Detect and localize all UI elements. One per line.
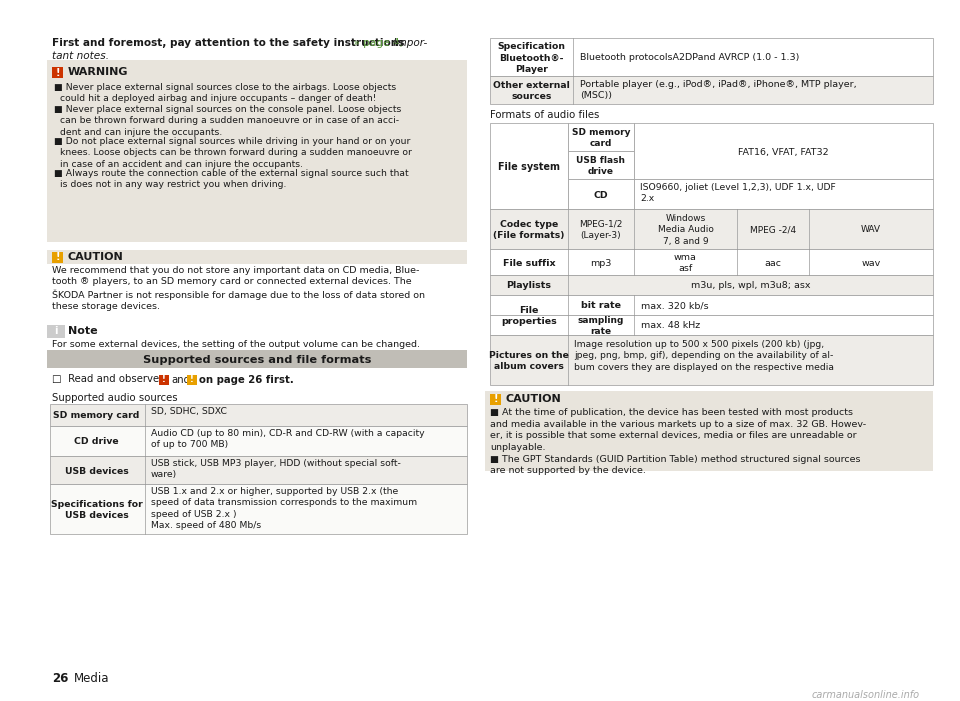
Bar bbox=[47, 325, 65, 338]
Bar bbox=[568, 179, 634, 209]
Text: Codec type
(File formats): Codec type (File formats) bbox=[493, 220, 564, 240]
Text: Media: Media bbox=[74, 672, 109, 685]
Text: wma
asf: wma asf bbox=[674, 253, 697, 273]
Text: First and foremost, pay attention to the safety instructions: First and foremost, pay attention to the… bbox=[52, 38, 404, 48]
Text: For some external devices, the setting of the output volume can be changed.: For some external devices, the setting o… bbox=[52, 340, 420, 349]
Text: CD: CD bbox=[593, 191, 609, 200]
Text: mp3: mp3 bbox=[590, 259, 612, 268]
Text: Playlists: Playlists bbox=[507, 282, 551, 290]
Text: Image resolution up to 500 x 500 pixels (200 kb) (jpg,
jpeg, png, bmp, gif), dep: Image resolution up to 500 x 500 pixels … bbox=[574, 340, 834, 372]
Bar bbox=[490, 275, 933, 295]
Bar bbox=[50, 456, 467, 484]
Text: !: ! bbox=[493, 395, 497, 404]
Bar bbox=[50, 404, 467, 426]
Text: max. 320 kb/s: max. 320 kb/s bbox=[641, 301, 708, 311]
Text: m3u, pls, wpl, m3u8; asx: m3u, pls, wpl, m3u8; asx bbox=[691, 282, 810, 290]
Bar bbox=[490, 76, 933, 104]
Text: sampling
rate: sampling rate bbox=[578, 316, 624, 336]
Text: » page 4,: » page 4, bbox=[350, 38, 403, 48]
Text: Bluetooth protocolsA2DPand AVRCP (1.0 - 1.3): Bluetooth protocolsA2DPand AVRCP (1.0 - … bbox=[580, 53, 800, 62]
Bar bbox=[490, 295, 933, 315]
Bar bbox=[490, 335, 933, 385]
Text: Specification
Bluetooth®-
Player: Specification Bluetooth®- Player bbox=[497, 42, 565, 74]
Text: Formats of audio files: Formats of audio files bbox=[490, 110, 599, 120]
Text: FAT16, VFAT, FAT32: FAT16, VFAT, FAT32 bbox=[738, 147, 828, 156]
Bar bbox=[50, 426, 467, 456]
Text: CD drive: CD drive bbox=[74, 437, 119, 447]
Bar bbox=[568, 123, 634, 151]
Bar bbox=[50, 484, 467, 534]
Text: ■ Never place external signal sources on the console panel. Loose objects
  can : ■ Never place external signal sources on… bbox=[54, 105, 401, 137]
Text: !: ! bbox=[162, 376, 166, 385]
Bar bbox=[490, 249, 933, 275]
Text: □  Read and observe: □ Read and observe bbox=[52, 374, 159, 384]
Text: File suffix: File suffix bbox=[503, 259, 555, 268]
Text: USB 1.x and 2.x or higher, supported by USB 2.x (the
speed of data transmission : USB 1.x and 2.x or higher, supported by … bbox=[151, 487, 418, 531]
Text: WAV: WAV bbox=[861, 226, 881, 235]
Text: WARNING: WARNING bbox=[68, 67, 129, 77]
Text: Supported audio sources: Supported audio sources bbox=[52, 393, 178, 403]
Text: ISO9660, joliet (Level 1,2,3), UDF 1.x, UDF
2.x: ISO9660, joliet (Level 1,2,3), UDF 1.x, … bbox=[640, 183, 836, 203]
Text: 26: 26 bbox=[52, 672, 68, 685]
Bar bbox=[52, 252, 63, 263]
Bar bbox=[634, 179, 933, 209]
Bar bbox=[490, 38, 933, 76]
Text: max. 48 kHz: max. 48 kHz bbox=[641, 322, 700, 330]
Bar bbox=[187, 375, 197, 385]
Text: USB stick, USB MP3 player, HDD (without special soft-
ware): USB stick, USB MP3 player, HDD (without … bbox=[151, 459, 401, 479]
Text: CAUTION: CAUTION bbox=[506, 394, 562, 404]
Text: MPEG-1/2
(Layer-3): MPEG-1/2 (Layer-3) bbox=[579, 220, 623, 240]
Bar bbox=[490, 123, 568, 209]
Text: on page 26 first.: on page 26 first. bbox=[199, 375, 294, 385]
Text: carmanualsonline.info: carmanualsonline.info bbox=[812, 690, 920, 700]
Bar bbox=[47, 250, 467, 264]
Text: !: ! bbox=[56, 252, 60, 262]
Text: SD memory card: SD memory card bbox=[54, 411, 140, 421]
Text: ■ At the time of publication, the device has been tested with most products
and : ■ At the time of publication, the device… bbox=[490, 408, 866, 475]
Text: SD, SDHC, SDXC: SD, SDHC, SDXC bbox=[151, 407, 227, 416]
Text: USB devices: USB devices bbox=[64, 466, 129, 475]
Bar bbox=[490, 394, 501, 405]
Text: wav: wav bbox=[861, 259, 880, 268]
Bar bbox=[52, 67, 63, 78]
Text: CAUTION: CAUTION bbox=[68, 252, 124, 262]
Text: USB flash
drive: USB flash drive bbox=[577, 156, 626, 176]
Bar bbox=[490, 315, 933, 335]
Bar bbox=[47, 350, 467, 368]
Text: File system: File system bbox=[498, 162, 560, 172]
Text: bit rate: bit rate bbox=[581, 301, 621, 311]
Text: File
properties: File properties bbox=[501, 306, 557, 326]
Text: Impor-: Impor- bbox=[390, 38, 427, 48]
Text: and: and bbox=[171, 375, 190, 385]
Bar bbox=[568, 151, 634, 179]
Text: aac: aac bbox=[764, 259, 781, 268]
Bar bbox=[47, 60, 467, 242]
Text: ■ Never place external signal sources close to the airbags. Loose objects
  coul: ■ Never place external signal sources cl… bbox=[54, 83, 396, 104]
Text: Supported sources and file formats: Supported sources and file formats bbox=[143, 355, 372, 365]
Text: SD memory
card: SD memory card bbox=[572, 128, 631, 148]
Text: MPEG -2/4: MPEG -2/4 bbox=[750, 226, 796, 235]
Text: ■ Do not place external signal sources while driving in your hand or on your
  k: ■ Do not place external signal sources w… bbox=[54, 137, 412, 169]
Text: !: ! bbox=[56, 67, 60, 78]
Text: Specifications for
USB devices: Specifications for USB devices bbox=[51, 500, 142, 520]
Text: ■ Always route the connection cable of the external signal source such that
  is: ■ Always route the connection cable of t… bbox=[54, 169, 409, 189]
Text: Windows
Media Audio
7, 8 and 9: Windows Media Audio 7, 8 and 9 bbox=[658, 215, 713, 245]
Text: We recommend that you do not store any important data on CD media, Blue-
tooth ®: We recommend that you do not store any i… bbox=[52, 266, 425, 311]
Text: tant notes.: tant notes. bbox=[52, 51, 109, 61]
Bar bbox=[485, 391, 933, 471]
Bar bbox=[634, 123, 933, 179]
Text: !: ! bbox=[190, 376, 194, 385]
Text: Pictures on the
album covers: Pictures on the album covers bbox=[489, 351, 569, 371]
Text: Audio CD (up to 80 min), CD-R and CD-RW (with a capacity
of up to 700 MB): Audio CD (up to 80 min), CD-R and CD-RW … bbox=[151, 429, 424, 449]
Text: Portable player (e.g., iPod®, iPad®, iPhone®, MTP player,
(MSC)): Portable player (e.g., iPod®, iPad®, iPh… bbox=[580, 80, 856, 100]
Bar bbox=[159, 375, 169, 385]
Text: i: i bbox=[55, 327, 58, 336]
Bar bbox=[490, 209, 933, 249]
Text: Note: Note bbox=[68, 326, 98, 336]
Text: Other external
sources: Other external sources bbox=[493, 81, 570, 101]
